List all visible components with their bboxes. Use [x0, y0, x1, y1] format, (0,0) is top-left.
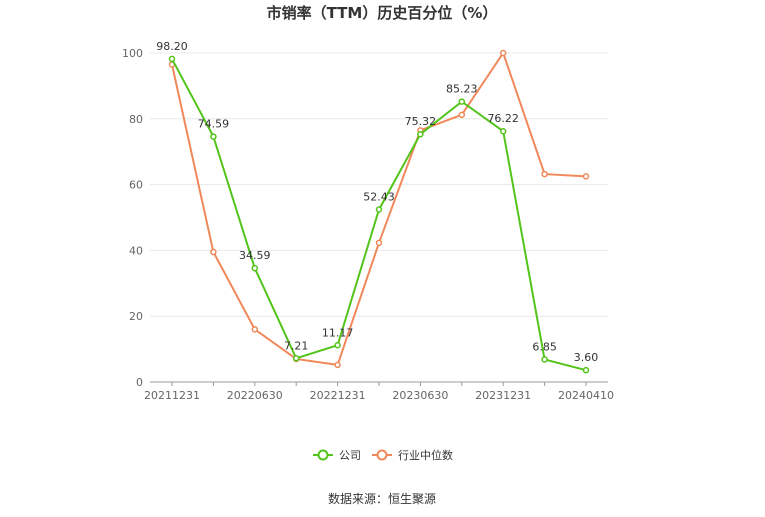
data-label: 6.85 — [532, 340, 557, 353]
legend[interactable]: 公司 行业中位数 — [313, 448, 453, 462]
data-label: 76.22 — [487, 112, 519, 125]
data-point[interactable] — [458, 111, 466, 119]
data-point[interactable] — [251, 326, 259, 333]
y-tick-label: 20 — [129, 310, 143, 323]
data-point[interactable] — [541, 356, 548, 363]
legend-item-0[interactable]: 公司 — [313, 449, 361, 462]
legend-marker — [317, 449, 329, 461]
legend-label: 公司 — [339, 449, 361, 462]
data-point[interactable] — [541, 170, 548, 178]
data-point[interactable] — [375, 239, 383, 247]
grid — [150, 52, 608, 317]
data-labels: 98.20 74.59 34.59 7.21 11.17 52.43 75.32 85.23 7… — [156, 40, 598, 364]
x-tick-label: 20220630 — [227, 389, 283, 402]
data-label: 7.21 — [284, 339, 309, 352]
y-tick-label: 100 — [122, 47, 143, 60]
source-note: 数据来源：恒生聚源 — [328, 491, 436, 506]
y-tick-label: 40 — [129, 244, 143, 257]
data-point[interactable] — [499, 49, 507, 57]
data-label: 75.32 — [405, 115, 437, 128]
data-point[interactable] — [210, 133, 217, 140]
y-tick-label: 80 — [129, 113, 143, 126]
data-point[interactable] — [499, 127, 507, 135]
y-tick-label: 0 — [136, 376, 143, 389]
chart-title: 市销率（TTM）历史百分位（%） — [267, 4, 498, 22]
data-point[interactable] — [582, 173, 590, 180]
data-label: 74.59 — [198, 118, 230, 131]
data-label: 34.59 — [239, 249, 271, 262]
y-axis: 0 20 40 60 80 100 — [122, 47, 143, 389]
x-tick-label: 20240410 — [558, 389, 614, 402]
series-line-0 — [171, 58, 587, 372]
data-label: 85.23 — [446, 83, 478, 96]
data-point[interactable] — [251, 264, 259, 272]
x-tick-label: 20221231 — [310, 389, 366, 402]
x-axis: 20211231 20220630 20221231 20230630 20231231… — [144, 381, 614, 402]
data-point[interactable] — [582, 366, 590, 374]
y-tick-label: 60 — [129, 179, 143, 192]
data-label: 98.20 — [156, 40, 188, 53]
data-point[interactable] — [168, 55, 176, 63]
data-label: 11.17 — [322, 326, 354, 339]
legend-item-1[interactable]: 行业中位数 — [372, 448, 453, 462]
data-point[interactable] — [334, 361, 341, 369]
data-point[interactable] — [458, 98, 466, 105]
legend-label: 行业中位数 — [398, 448, 453, 462]
data-label: 3.60 — [574, 351, 599, 364]
data-point[interactable] — [334, 342, 341, 349]
series-layer — [168, 49, 590, 374]
data-point[interactable] — [417, 130, 424, 138]
data-point[interactable] — [292, 355, 300, 362]
x-tick-label: 20230630 — [392, 389, 448, 402]
data-point[interactable] — [210, 248, 217, 256]
data-point[interactable] — [375, 206, 383, 213]
data-label: 52.43 — [363, 191, 395, 204]
x-tick-label: 20231231 — [475, 389, 531, 402]
legend-marker — [376, 449, 388, 461]
x-tick-label: 20211231 — [144, 389, 200, 402]
